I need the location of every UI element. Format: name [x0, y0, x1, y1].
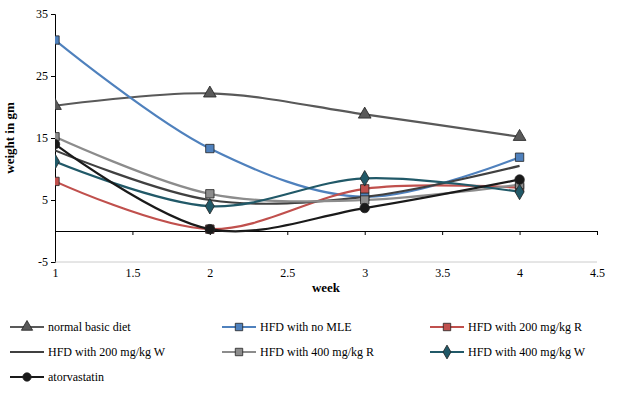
x-tick: 4.5 — [590, 231, 605, 280]
legend-item: HFD with 200 mg/kg R — [430, 320, 582, 334]
series-marker — [515, 175, 524, 184]
x-tick-mark — [287, 231, 288, 235]
series-marker — [205, 198, 214, 214]
series-marker — [55, 154, 59, 170]
legend-label: HFD with 400 mg/kg R — [260, 345, 374, 359]
legend-item: HFD with 200 mg/kg W — [10, 345, 166, 359]
x-tick-mark — [520, 231, 521, 235]
x-axis: 1 1.5 2 2.5 3 3.5 4 4.5 — [53, 231, 606, 280]
legend-marker — [21, 320, 32, 330]
legend-label: normal basic diet — [48, 320, 131, 334]
x-tick-mark — [132, 231, 133, 235]
legend-item: atorvastatin — [10, 370, 104, 384]
series-marker — [55, 36, 59, 44]
legend-swatch — [10, 351, 44, 353]
series-line — [55, 144, 520, 231]
x-tick-label: 1.5 — [125, 266, 140, 280]
legend-item: HFD with 400 mg/kg W — [430, 345, 586, 359]
x-tick-label: 2 — [207, 266, 213, 280]
x-tick: 4 — [517, 231, 523, 280]
x-axis-title: week — [312, 280, 341, 295]
series-marker — [360, 203, 369, 212]
series-marker — [360, 171, 369, 187]
x-tick: 3 — [362, 231, 368, 280]
legend: normal basic diet HFD with no MLE HFD with… — [10, 320, 586, 384]
x-tick-mark — [365, 231, 366, 235]
series-marker — [204, 86, 217, 97]
series-line — [55, 93, 520, 137]
x-tick-label: 4 — [517, 266, 523, 280]
legend-marker — [443, 323, 450, 330]
series-marker — [206, 190, 214, 198]
y-tick: 35 — [36, 7, 55, 21]
series-marker — [55, 139, 60, 148]
y-tick-label: 35 — [36, 7, 48, 21]
y-tick-mark — [51, 200, 55, 201]
series-line — [55, 162, 520, 207]
series-line — [55, 150, 520, 203]
x-tick: 2.5 — [280, 231, 295, 280]
series-marker — [55, 98, 61, 109]
y-tick-mark — [51, 14, 55, 15]
y-tick: 5 — [42, 193, 55, 207]
x-tick-mark — [55, 231, 56, 235]
x-tick: 2 — [207, 231, 213, 280]
legend-label: HFD with 200 mg/kg W — [48, 345, 166, 359]
series-marker — [515, 184, 524, 200]
y-tick-label: 25 — [36, 69, 48, 83]
y-tick: 15 — [36, 131, 55, 145]
y-tick-label: -5 — [38, 255, 48, 269]
x-tick-label: 4.5 — [590, 266, 605, 280]
series-marker — [55, 177, 59, 185]
x-tick: 1.5 — [125, 231, 140, 280]
plot-bottom-edge — [55, 262, 597, 263]
x-tick-mark — [597, 231, 598, 235]
y-tick: 25 — [36, 69, 55, 83]
legend-label: HFD with 200 mg/kg R — [468, 320, 582, 334]
legend-marker — [23, 373, 31, 381]
x-tick-label: 1 — [53, 266, 59, 280]
legend-label: HFD with 400 mg/kg W — [468, 345, 586, 359]
x-tick-mark — [442, 231, 443, 235]
legend-label: atorvastatin — [48, 370, 104, 384]
series-marker — [205, 224, 214, 233]
series-marker — [513, 129, 526, 140]
plot-area — [55, 36, 526, 234]
legend-label: HFD with no MLE — [260, 320, 352, 334]
x-tick-label: 3.5 — [435, 266, 450, 280]
y-axis-line — [51, 15, 56, 263]
y-tick-mark — [51, 262, 55, 263]
legend-item: HFD with no MLE — [222, 320, 352, 334]
chart: -5 5 15 25 35 1 1.5 2 2.5 3 3.5 4 4.5 week weight in g… — [0, 0, 635, 406]
legend-marker — [235, 323, 242, 330]
series-marker — [515, 153, 523, 161]
x-tick: 1 — [53, 231, 59, 280]
legend-marker — [443, 345, 451, 359]
series-marker — [361, 196, 369, 204]
y-tick-mark — [51, 138, 55, 139]
legend-marker — [235, 348, 242, 355]
series-line — [55, 181, 520, 229]
series-line — [55, 40, 520, 197]
x-tick-label: 3 — [362, 266, 368, 280]
y-axis-title: weight in gm — [2, 102, 17, 174]
series-marker — [358, 107, 371, 118]
x-tick-label: 2.5 — [280, 266, 295, 280]
legend-item: HFD with 400 mg/kg R — [222, 345, 374, 359]
x-tick: 3.5 — [435, 231, 450, 280]
y-tick-mark — [51, 76, 55, 77]
series-marker — [206, 144, 214, 152]
legend-item: normal basic diet — [10, 320, 131, 334]
y-tick-label: 15 — [36, 131, 48, 145]
series-marker — [206, 225, 214, 233]
y-tick-label: 5 — [42, 193, 48, 207]
y-axis: -5 5 15 25 35 — [36, 7, 56, 269]
x-axis-line — [56, 232, 598, 236]
